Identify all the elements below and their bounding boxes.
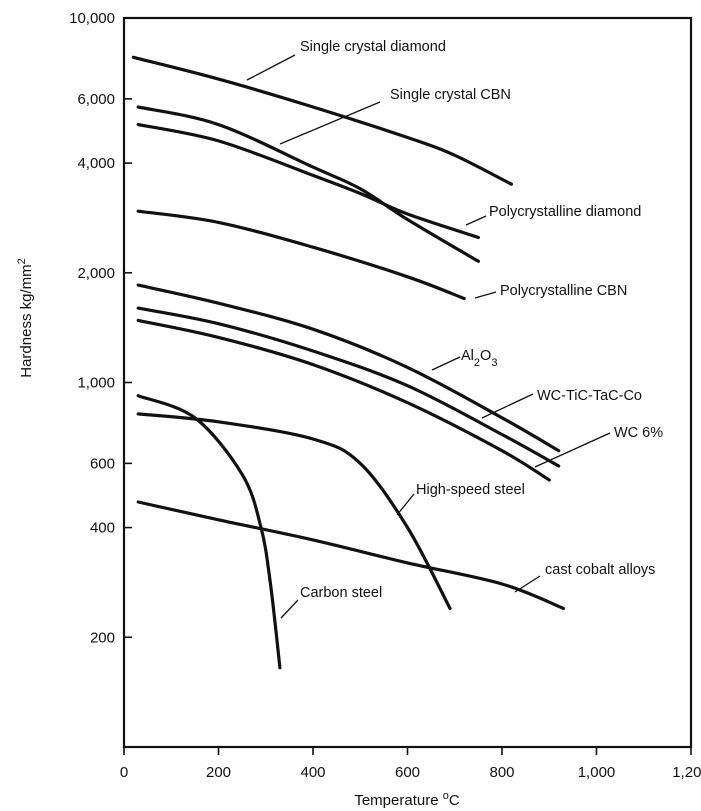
y-axis-title: Hardness kg/mm2: [16, 258, 35, 378]
y-tick-label-10000: 10,000: [69, 10, 115, 27]
series-line-carbon-steel: [136, 394, 282, 670]
label-al2o3: Al2O3: [461, 348, 497, 369]
label-polycrystalline-cbn: Polycrystalline CBN: [500, 283, 627, 299]
label-al2o3-sub2: 3: [491, 357, 497, 369]
label-wc-tic: WC-TiC-TaC-Co: [537, 388, 642, 404]
y-tick-label-2000: 2,000: [77, 265, 115, 282]
label-hss: High-speed steel: [416, 482, 525, 498]
series-line-single-crystal-diamond: [131, 55, 513, 186]
leader-wc-tic: [481, 393, 534, 419]
x-axis-title-unit: C: [449, 792, 460, 809]
y-tick-label-400: 400: [90, 520, 115, 537]
leader-polycrystalline-diamond: [465, 215, 487, 226]
leader-cobalt: [514, 575, 541, 593]
x-tick-label-1200: 1,200: [672, 764, 701, 781]
y-tick-label-200: 200: [90, 629, 115, 646]
x-axis-title-degree: o: [443, 790, 449, 802]
label-single-crystal-diamond: Single crystal diamond: [300, 39, 446, 55]
x-axis-title-base: Temperature: [354, 792, 442, 809]
leader-single-crystal-diamond: [246, 54, 296, 81]
label-cobalt: cast cobalt alloys: [545, 562, 655, 578]
y-tick-label-4000: 4,000: [77, 155, 115, 172]
series-line-wc-6: [136, 318, 551, 482]
x-tick-label-0: 0: [120, 764, 128, 781]
leader-single-crystal-cbn: [279, 101, 381, 145]
y-tick-label-6000: 6,000: [77, 91, 115, 108]
label-al2o3-o: O: [480, 348, 491, 364]
leader-al2o3: [431, 356, 461, 371]
label-carbon-steel: Carbon steel: [300, 585, 382, 601]
leader-hss: [396, 493, 415, 516]
label-single-crystal-cbn: Single crystal CBN: [390, 87, 511, 103]
y-axis-title-base: Hardness kg/mm: [18, 264, 35, 377]
y-tick-label-600: 600: [90, 455, 115, 472]
label-al2o3-sub1: 2: [474, 357, 480, 369]
series-line-cast-cobalt-alloys: [136, 500, 565, 610]
y-tick-label-1000: 1,000: [77, 375, 115, 392]
series-line-single-crystal-cbn: [136, 105, 480, 263]
x-tick-label-800: 800: [489, 764, 514, 781]
leader-carbon-steel: [280, 599, 299, 619]
series-lines: [131, 55, 565, 670]
x-tick-label-600: 600: [395, 764, 420, 781]
x-tick-label-200: 200: [206, 764, 231, 781]
x-tick-label-400: 400: [300, 764, 325, 781]
series-line-al2o3: [136, 283, 561, 453]
series-line-wc-tic-tac-co: [136, 306, 561, 468]
y-axis: 200 400 600 1,000 2,000 4,000 6,000 10,000: [69, 10, 132, 646]
x-axis: 0 200 400 600 800 1,000 1,200: [120, 747, 701, 781]
series-labels: Single crystal diamond Single crystal CB…: [300, 39, 663, 601]
plot-frame: [122, 16, 693, 749]
x-tick-label-1000: 1,000: [578, 764, 616, 781]
x-axis-title: Temperature oC: [354, 790, 460, 809]
label-polycrystalline-diamond: Polycrystalline diamond: [489, 204, 641, 220]
label-al2o3-al: Al: [461, 348, 474, 364]
y-axis-title-sup: 2: [16, 258, 28, 264]
series-line-polycrystalline-diamond: [136, 123, 480, 240]
leader-wc6: [534, 432, 611, 468]
series-line-polycrystalline-cbn: [136, 209, 466, 301]
leader-lines: [246, 54, 611, 619]
leader-polycrystalline-cbn: [474, 291, 497, 299]
series-line-high-speed-steel: [136, 412, 452, 610]
label-wc6: WC 6%: [614, 425, 663, 441]
